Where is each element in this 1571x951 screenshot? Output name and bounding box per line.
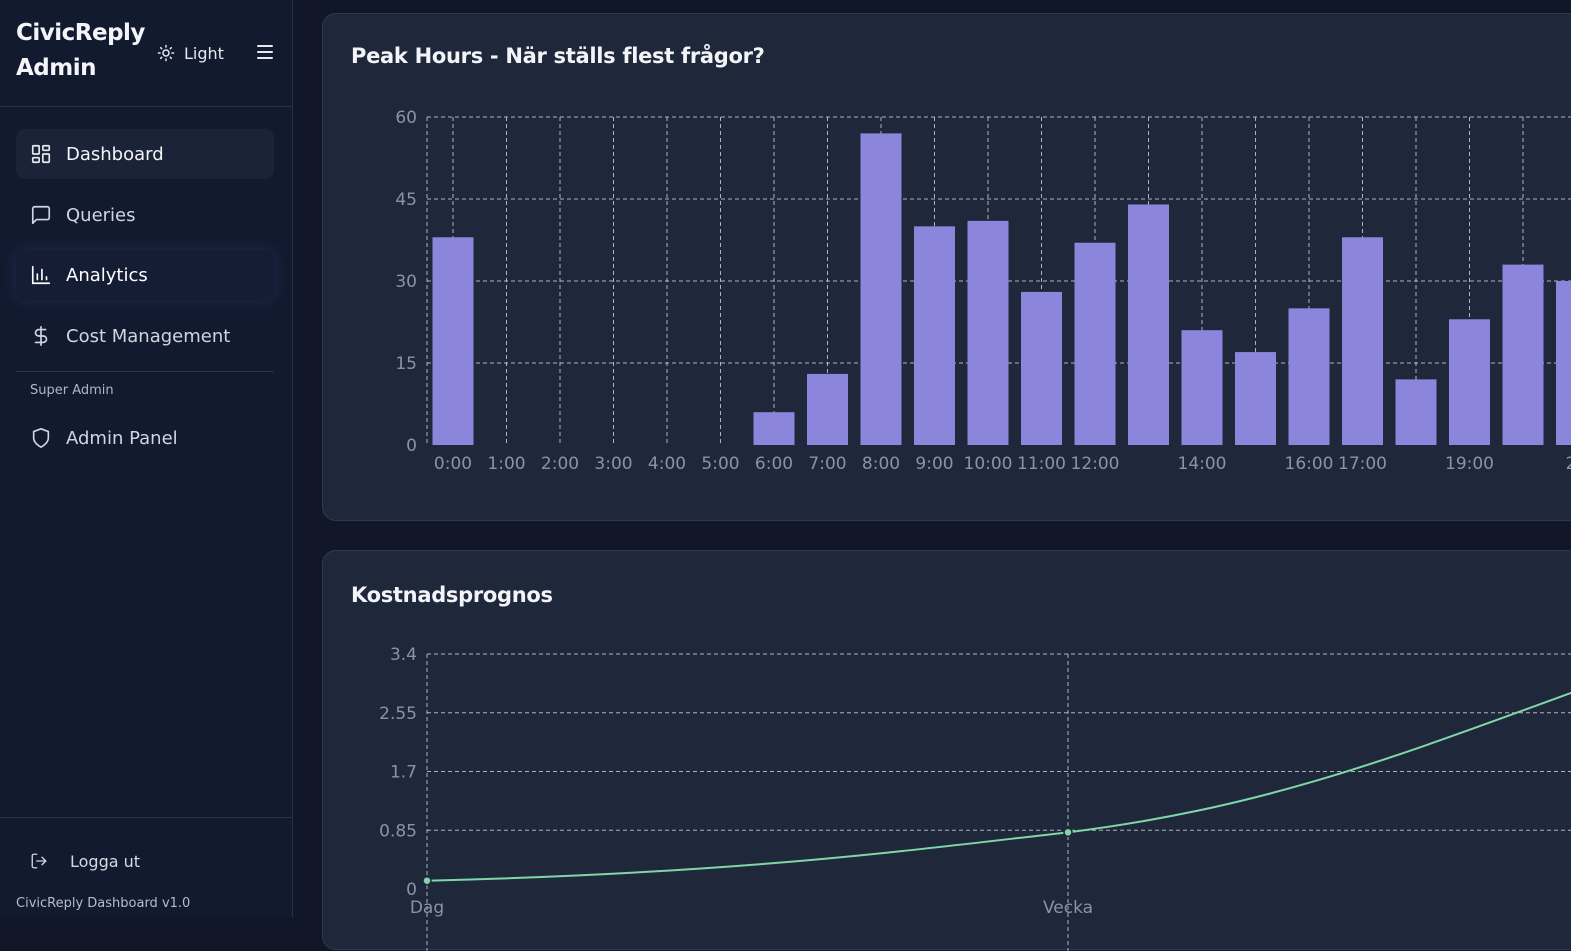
x-tick-label: 1:00 xyxy=(487,454,525,474)
x-tick-label: 0:00 xyxy=(434,454,472,474)
sidebar-divider xyxy=(0,106,293,107)
x-tick-label: 4:00 xyxy=(648,454,686,474)
bar-7:00 xyxy=(807,373,848,445)
x-tick-label: Vecka xyxy=(1043,898,1093,918)
bar-6:00 xyxy=(753,412,795,445)
peak-hours-chart: 0 15 30 45 60 0:00 1:00 2:00 3:00 4:00 5:00 6:00 7:0… xyxy=(395,108,1571,474)
logout-label: Logga ut xyxy=(70,851,141,871)
sidebar-item-label: Admin Panel xyxy=(66,427,178,449)
bar-16:00 xyxy=(1288,308,1330,445)
y-tick-label: 60 xyxy=(395,108,417,128)
dashboard-grid-icon xyxy=(31,144,51,164)
version-label: CivicReply Dashboard v1.0 xyxy=(16,896,191,911)
sun-icon xyxy=(157,44,175,62)
x-tick-label: 5:00 xyxy=(701,454,739,474)
x-tick-label: 19:00 xyxy=(1445,454,1494,474)
x-tick-label: 14:00 xyxy=(1178,454,1227,474)
x-tick-label: 8:00 xyxy=(862,454,900,474)
peak-hours-title: Peak Hours - När ställs flest frågor? xyxy=(351,44,765,68)
y-tick-label: 30 xyxy=(395,272,417,292)
y-tick-label: 1.7 xyxy=(390,763,417,783)
bar-12:00 xyxy=(1074,242,1116,445)
line-point-Dag xyxy=(422,875,432,886)
x-tick-label: Dag xyxy=(410,898,444,918)
line-point-Vecka xyxy=(1063,827,1073,838)
sidebar-item-admin-panel[interactable]: Admin Panel xyxy=(16,413,274,463)
x-tick-label: 11:00 xyxy=(1017,454,1066,474)
y-tick-label: 45 xyxy=(395,190,417,210)
y-tick-label: 2.55 xyxy=(379,704,417,724)
dollar-sign-icon xyxy=(34,326,48,346)
bar-17:00 xyxy=(1342,237,1383,445)
section-divider xyxy=(16,371,274,372)
cost-forecast-title: Kostnadsprognos xyxy=(351,583,553,607)
bar-14:00 xyxy=(1181,330,1223,445)
sidebar-item-analytics[interactable]: Analytics xyxy=(16,250,274,300)
y-tick-label: 0 xyxy=(406,880,417,900)
x-tick-label: 21 xyxy=(1566,454,1571,474)
menu-toggle-button[interactable] xyxy=(256,42,274,62)
sidebar-item-dashboard[interactable]: Dashboard xyxy=(16,129,274,179)
brand-title: CivicReply Admin xyxy=(16,20,145,81)
bar-20:00 xyxy=(1502,264,1544,445)
bar-chart-icon xyxy=(31,265,51,285)
sidebar-item-label: Cost Management xyxy=(66,325,231,347)
x-tick-label: 6:00 xyxy=(755,454,793,474)
x-tick-label: 3:00 xyxy=(594,454,632,474)
hamburger-menu-icon xyxy=(257,45,273,59)
bar-15:00 xyxy=(1235,352,1276,445)
x-tick-label: 9:00 xyxy=(915,454,953,474)
sidebar-divider xyxy=(0,817,293,818)
sidebar-item-label: Dashboard xyxy=(66,143,164,165)
x-tick-label: 7:00 xyxy=(808,454,846,474)
sidebar: CivicReply Admin Light Dashboard Queries… xyxy=(0,0,293,917)
y-tick-label: 3.4 xyxy=(390,645,417,665)
bar-21:00 xyxy=(1556,281,1571,445)
theme-toggle-label: Light xyxy=(184,43,224,63)
cost-forecast-card: Kostnadsprognos 0 0.85 1.7 2.55 3.4 Dag Vecka xyxy=(322,550,1571,951)
section-label-super-admin: Super Admin xyxy=(30,383,114,398)
sidebar-item-label: Queries xyxy=(66,204,136,226)
sidebar-item-label: Analytics xyxy=(66,264,148,286)
shield-icon xyxy=(32,428,50,448)
sidebar-item-queries[interactable]: Queries xyxy=(16,190,274,240)
logout-icon xyxy=(31,853,47,869)
bar-11:00 xyxy=(1021,291,1062,445)
x-tick-label: 2:00 xyxy=(541,454,579,474)
cost-forecast-line xyxy=(426,691,1571,882)
theme-toggle-button[interactable]: Light xyxy=(157,42,224,64)
x-tick-label: 10:00 xyxy=(964,454,1013,474)
cost-forecast-chart: 0 0.85 1.7 2.55 3.4 Dag Vecka xyxy=(379,645,1571,951)
bar-0:00 xyxy=(432,237,474,445)
sidebar-item-cost-management[interactable]: Cost Management xyxy=(16,311,274,361)
x-tick-label: 12:00 xyxy=(1071,454,1120,474)
x-tick-label: 17:00 xyxy=(1338,454,1387,474)
bar-9:00 xyxy=(914,226,955,445)
bar-10:00 xyxy=(967,220,1009,445)
message-square-icon xyxy=(31,205,51,225)
y-tick-label: 0.85 xyxy=(379,821,417,841)
peak-hours-card: Peak Hours - När ställs flest frågor? 0 1… xyxy=(322,13,1571,521)
logout-button[interactable]: Logga ut xyxy=(30,849,140,873)
y-tick-label: 15 xyxy=(395,354,417,374)
bar-8:00 xyxy=(860,133,902,445)
bar-18:00 xyxy=(1395,379,1437,445)
y-tick-label: 0 xyxy=(406,436,417,456)
bar-13:00 xyxy=(1128,204,1169,445)
bar-19:00 xyxy=(1449,319,1490,445)
x-tick-label: 16:00 xyxy=(1285,454,1334,474)
